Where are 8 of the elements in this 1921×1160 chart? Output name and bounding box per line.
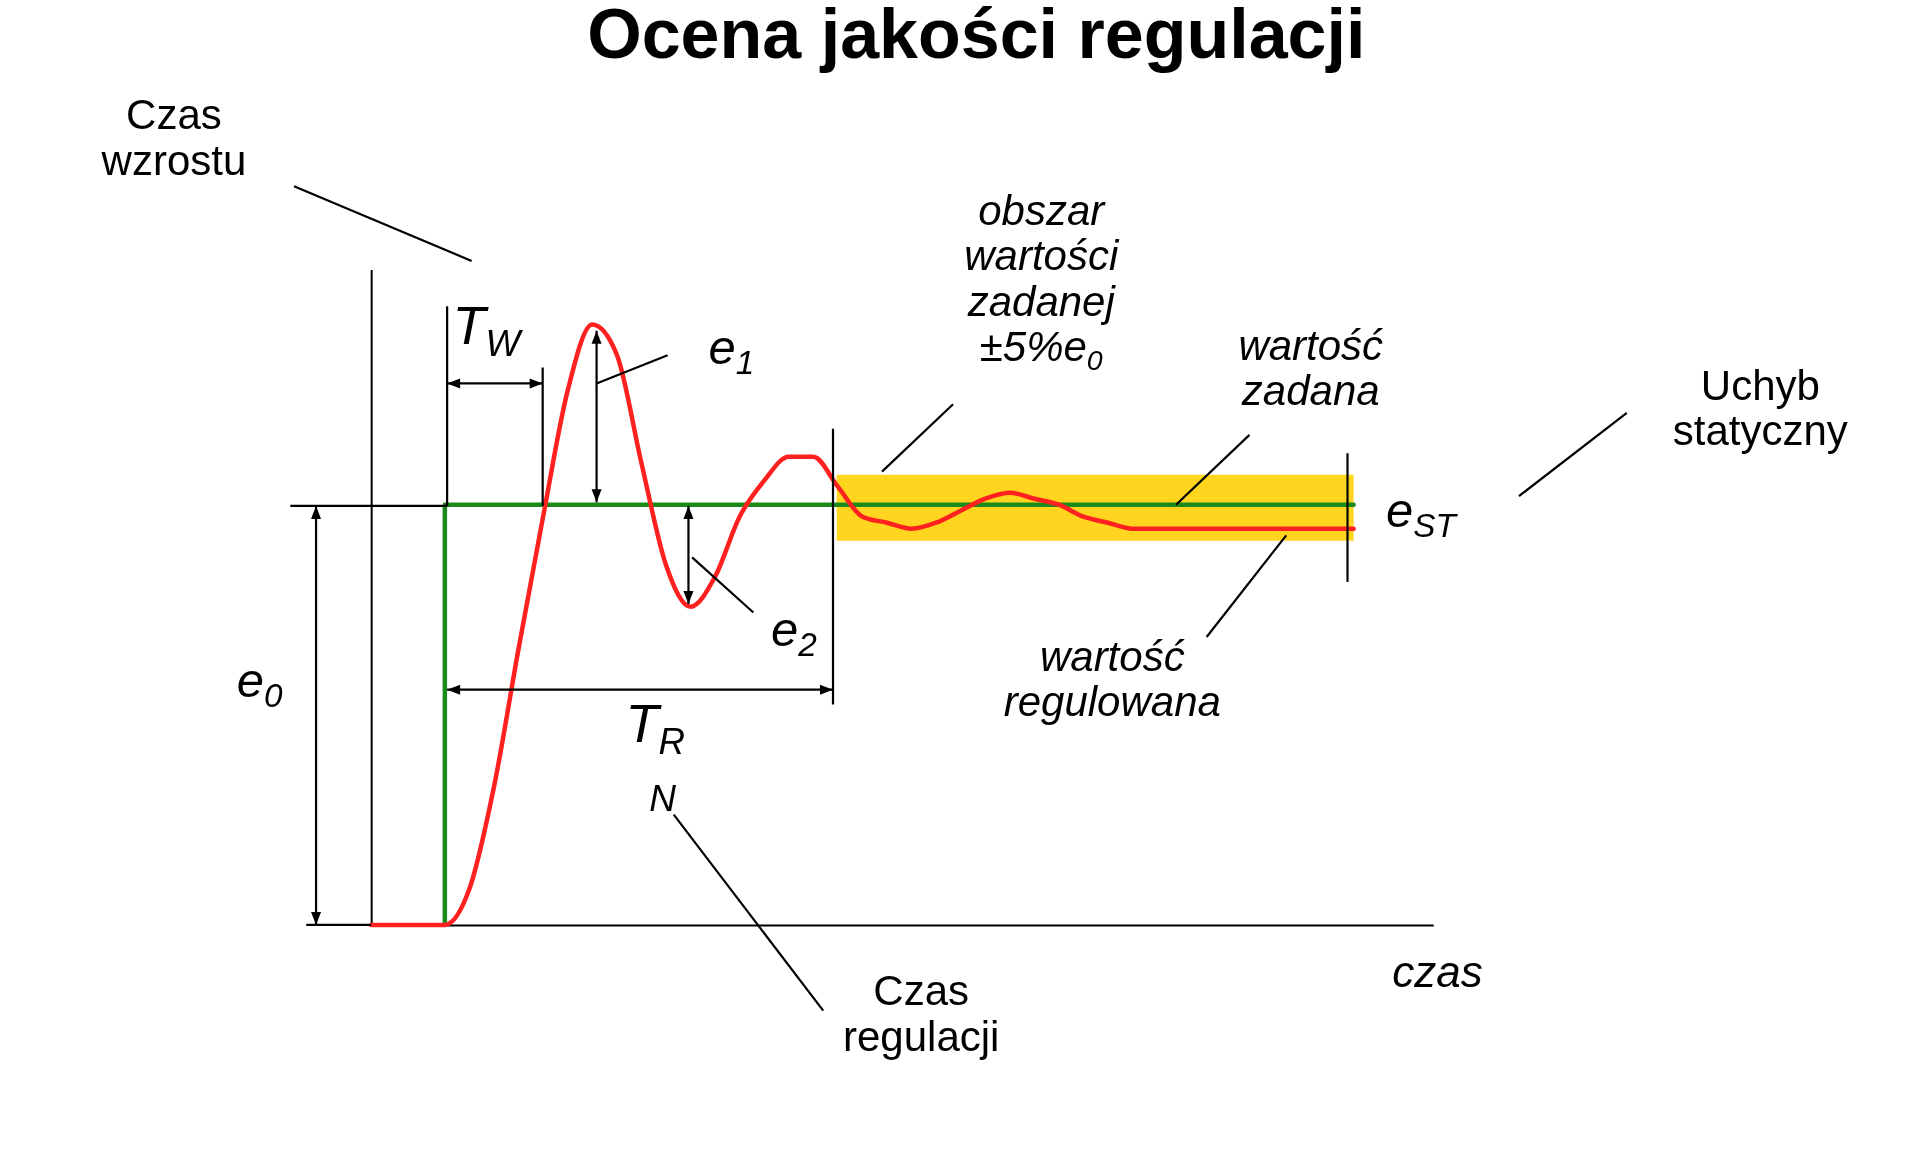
chart-title: Ocena jakości regulacji — [587, 0, 1366, 73]
annotation: N — [649, 777, 677, 819]
annotation: wartość zadana — [1238, 321, 1384, 415]
text: Czas wzrostu — [100, 91, 247, 184]
text: Czas regulacji — [842, 967, 1000, 1060]
text: Uchyb statyczny — [1672, 362, 1848, 455]
annotation: wartość regulowana — [1003, 632, 1221, 726]
x-axis-title: czas — [1392, 947, 1483, 997]
